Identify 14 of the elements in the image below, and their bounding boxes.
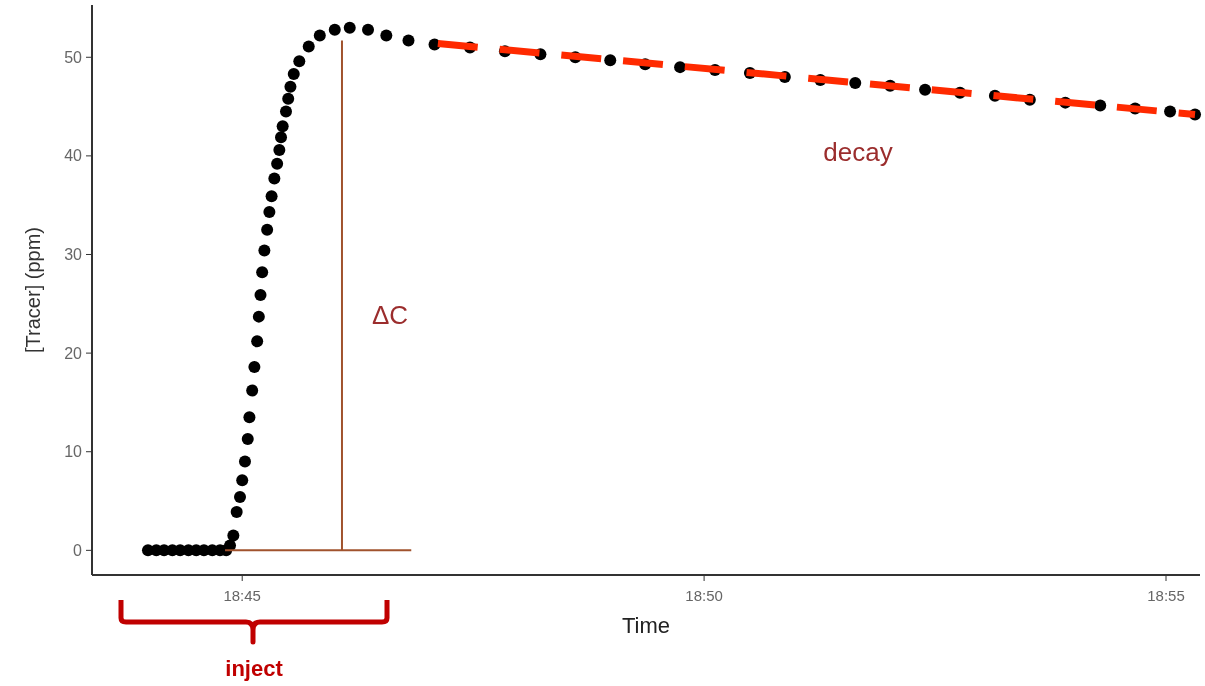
text: inject [225, 656, 284, 681]
x-tick-label: 18:55 [1147, 587, 1185, 604]
y-tick-label: 40 [64, 147, 83, 165]
x-axis-title: Time [621, 613, 671, 638]
x-tick-label: 18:45 [223, 587, 261, 604]
annotation: decay [823, 137, 893, 168]
y-tick-label: 50 [64, 48, 83, 66]
y-tick-label: 20 [64, 344, 83, 362]
x-tick-label: 18:50 [685, 587, 723, 604]
y-tick-label: 10 [64, 443, 83, 461]
annotation: ΔC [371, 300, 409, 331]
y-tick-label: 0 [73, 541, 83, 559]
y-tick-label: 30 [64, 246, 83, 264]
y-axis-title: [Tracer] (ppm) [22, 227, 44, 353]
